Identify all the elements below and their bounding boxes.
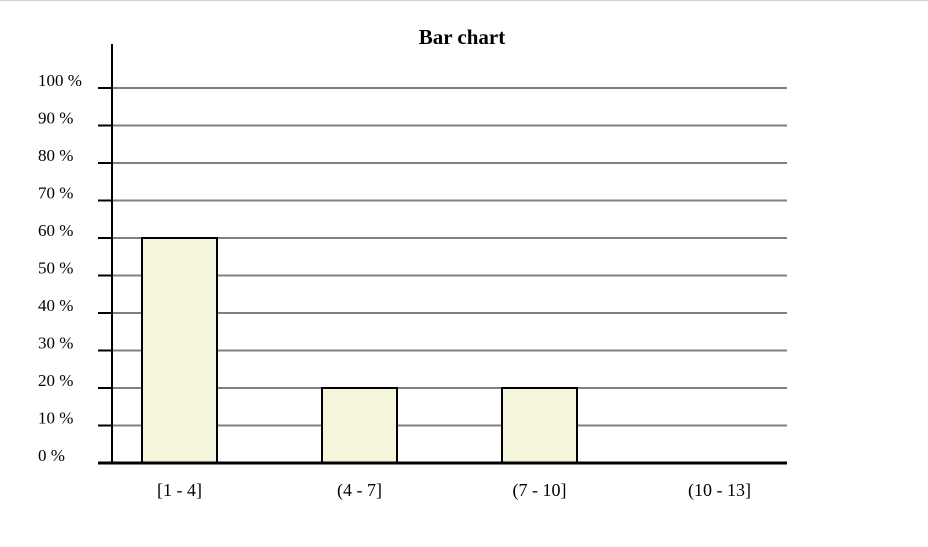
bars <box>141 237 578 464</box>
y-tick-labels: 0 % 10 % 20 % 30 % 40 % 50 % 60 % 70 % 80 % 90 % 1… <box>38 71 82 465</box>
bar <box>501 387 578 464</box>
y-tick-label: 80 % <box>38 146 73 165</box>
bar <box>141 237 218 464</box>
y-tick-label: 100 % <box>38 71 82 90</box>
x-tick-label: [1 - 4] <box>157 480 202 500</box>
chart-title: Bar chart <box>419 25 506 49</box>
x-tick-label: (4 - 7] <box>337 480 382 501</box>
y-tick-label: 90 % <box>38 109 73 128</box>
axes <box>98 44 787 465</box>
x-tick-label: (7 - 10] <box>513 480 567 501</box>
x-tick-label: (10 - 13] <box>688 480 751 501</box>
y-tick-label: 0 % <box>38 446 65 465</box>
gridlines <box>112 87 787 427</box>
y-tick-label: 30 % <box>38 334 73 353</box>
bar <box>321 387 398 464</box>
x-tick-labels: [1 - 4] (4 - 7] (7 - 10] (10 - 13] <box>157 480 751 501</box>
y-tick-label: 20 % <box>38 371 73 390</box>
y-tick-label: 40 % <box>38 296 73 315</box>
top-border <box>0 0 928 1</box>
y-tick-label: 50 % <box>38 259 73 278</box>
y-tick-label: 10 % <box>38 409 73 428</box>
y-tick-label: 60 % <box>38 221 73 240</box>
y-tick-label: 70 % <box>38 184 73 203</box>
